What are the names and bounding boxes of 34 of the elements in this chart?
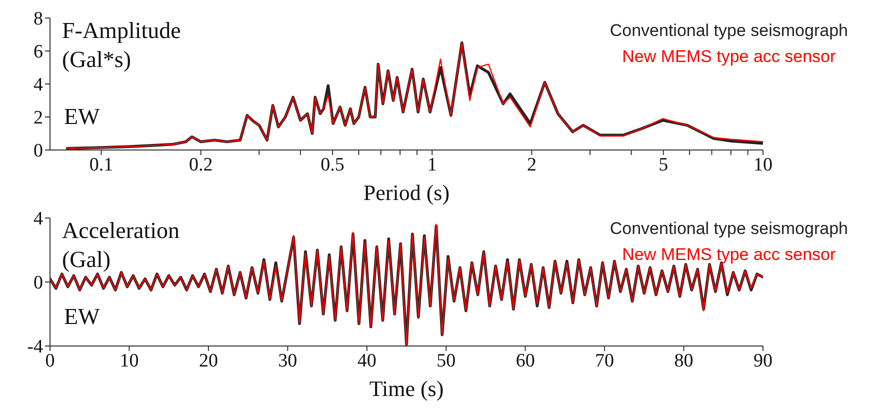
x-tick-label: 0.1 (89, 154, 114, 176)
series-label: New MEMS type acc sensor (621, 244, 837, 266)
x-tick-label: 70 (595, 350, 614, 372)
x-tick-label: 10 (754, 154, 772, 176)
y-tick-label: 0 (34, 140, 43, 162)
annotation: EW (64, 104, 100, 130)
y-tick-label: 0 (34, 272, 43, 294)
y-tick-label: 4 (34, 208, 44, 230)
x-tick-label: 0.5 (320, 154, 344, 176)
x-tick-label: 80 (674, 350, 694, 372)
y-axis-title: Acceleration (Gal) (62, 217, 180, 274)
x-axis-title: Period (s) (362, 180, 451, 206)
x-tick-label: 20 (198, 350, 218, 372)
x-tick-label: 60 (516, 350, 535, 372)
y-tick-label: 6 (34, 42, 43, 63)
x-axis-title: Time (s) (368, 376, 445, 402)
y-tick-label: 8 (34, 8, 43, 30)
x-tick-label: 0.2 (188, 154, 213, 176)
text: Conventional type seismograph (610, 20, 848, 42)
x-tick-label: 30 (278, 350, 298, 372)
annotation: EW (64, 304, 100, 330)
x-tick-label: 10 (120, 350, 139, 372)
y-tick-label: 4 (34, 74, 44, 96)
y-tick-label: -4 (27, 336, 44, 358)
x-tick-label: 50 (436, 350, 456, 372)
y-axis-title: F-Amplitude (Gal*s) (62, 17, 182, 74)
text: New MEMS type acc sensor (621, 46, 837, 68)
x-tick-label: 90 (754, 350, 772, 372)
x-tick-label: 40 (357, 350, 376, 372)
x-tick-label: 2 (526, 154, 536, 176)
x-tick-label: 5 (658, 154, 668, 176)
series-label: Conventional type seismograph (610, 218, 848, 240)
x-tick-label: 1 (427, 154, 437, 176)
y-tick-label: 2 (34, 108, 43, 129)
